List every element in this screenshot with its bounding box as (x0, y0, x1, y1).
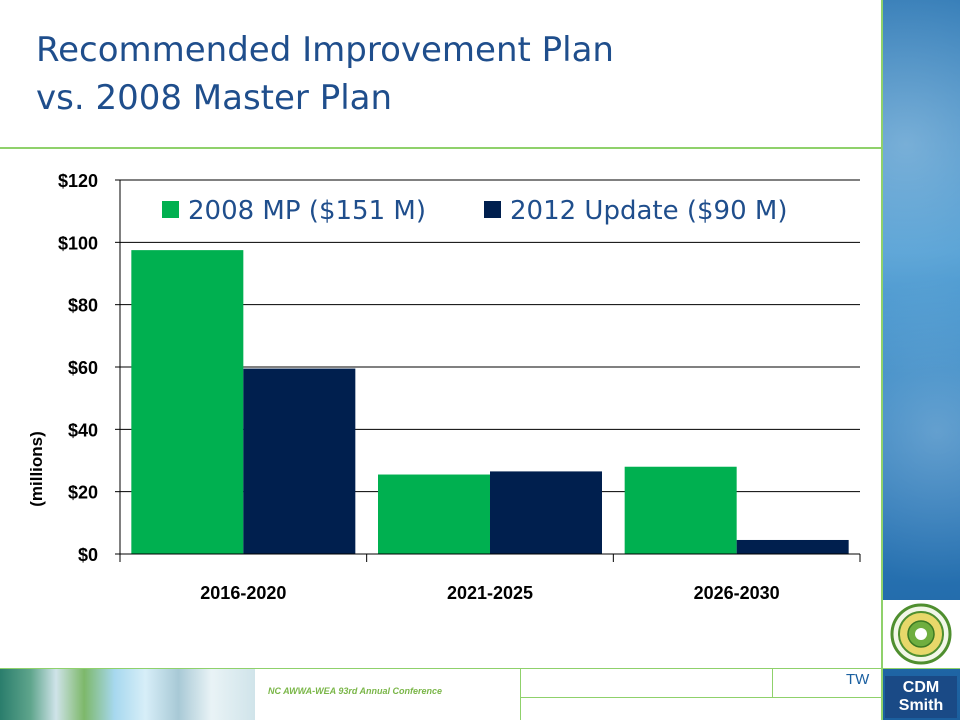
legend-swatch (484, 201, 501, 218)
footer-conference-text: NC AWWA-WEA 93rd Annual Conference (268, 686, 443, 696)
logo-text-line1: CDM (902, 679, 940, 696)
footer-separator (520, 697, 882, 698)
y-tick-label: $0 (78, 545, 98, 565)
title-line-1: Recommended Improvement Plan (36, 30, 614, 70)
logo-text-line2: Smith (898, 697, 944, 714)
footer-separator (520, 669, 521, 720)
legend-swatch (162, 201, 179, 218)
bar-chart: $0 $20 $40 $60 $80 $100 $120 2016-2020 2021-2025… (27, 171, 861, 603)
y-tick-label: $100 (58, 233, 98, 253)
city-seal-icon (890, 603, 952, 665)
footer-separator (772, 669, 773, 697)
cdm-smith-logo: CDM Smith (885, 676, 957, 718)
title-divider (0, 147, 882, 149)
bar-series2 (490, 471, 602, 554)
bar-series2 (736, 539, 849, 554)
bar-series1 (624, 466, 737, 554)
y-tick-label: $60 (68, 358, 98, 378)
y-axis-label: (millions) (27, 431, 46, 507)
footer-image-strip (0, 669, 255, 720)
legend-label: 2008 MP ($151 M) (188, 196, 426, 226)
y-tick-label: $120 (58, 171, 98, 191)
legend-label: 2012 Update ($90 M) (510, 196, 787, 226)
title-line-2: vs. 2008 Master Plan (36, 78, 393, 118)
seal-container (883, 600, 960, 668)
y-tick-label: $20 (68, 483, 98, 503)
bar-series2 (243, 368, 356, 554)
legend: 2008 MP ($151 M) 2012 Update ($90 M) (162, 196, 787, 226)
presenter-initials: TW (846, 671, 870, 688)
bar-series1 (378, 474, 490, 554)
y-tick-label: $80 (68, 296, 98, 316)
footer-divider (0, 668, 960, 669)
x-tick-label: 2016-2020 (200, 583, 286, 603)
bars (131, 250, 849, 554)
slide-title: Recommended Improvement Plan vs. 2008 Ma… (36, 26, 876, 122)
x-tick-label: 2021-2025 (447, 583, 533, 603)
x-tick-label: 2026-2030 (694, 583, 780, 603)
axes: $0 $20 $40 $60 $80 $100 $120 2016-2020 2021-2025… (58, 171, 861, 603)
bar-series1 (131, 250, 244, 554)
right-divider (881, 0, 883, 720)
y-tick-label: $40 (68, 420, 98, 440)
